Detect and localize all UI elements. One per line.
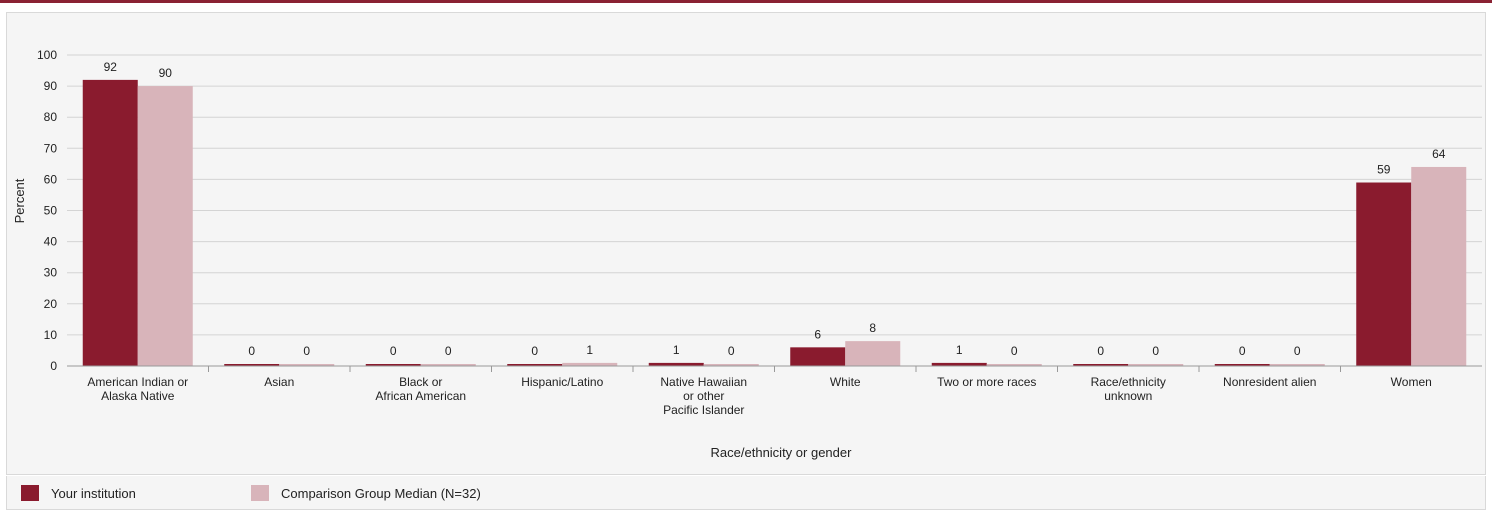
data-label: 0 [248,344,255,358]
data-label: 64 [1432,147,1446,161]
legend-label-your-institution: Your institution [51,485,136,501]
data-label: 1 [956,343,963,357]
data-label: 0 [728,344,735,358]
data-label: 92 [104,60,118,74]
bar [1214,364,1270,366]
x-tick-label: Black or African American [375,375,466,403]
data-label: 0 [1097,344,1104,358]
bar [986,364,1042,366]
data-label: 8 [869,321,876,335]
data-label: 0 [445,344,452,358]
y-tick-label: 40 [44,235,58,249]
bar [1356,182,1412,366]
bars [82,79,1467,366]
legend-swatch-comparison [251,485,269,501]
y-tick-label: 20 [44,297,58,311]
x-tick-label: Asian [264,375,294,389]
y-tick-label: 70 [44,141,58,155]
y-axis-ticks: 0 10 20 30 40 50 60 70 80 90 100 [37,48,57,373]
x-tick-label: Two or more races [937,375,1036,389]
data-label: 90 [159,66,173,80]
y-tick-label: 0 [50,359,57,373]
bar [703,364,759,366]
x-tick-label: Nonresident alien [1223,375,1316,389]
bar [137,86,193,366]
y-tick-label: 80 [44,110,58,124]
y-tick-label: 50 [44,204,58,218]
legend-item-comparison: Comparison Group Median (N=32) [251,485,481,501]
bar [790,347,846,366]
bar [1269,364,1325,366]
bar [648,362,704,366]
gridlines [67,54,1482,336]
bar [507,364,563,366]
legend-item-your-institution: Your institution [21,485,136,501]
bar [224,364,280,366]
bar [82,79,138,366]
y-tick-label: 100 [37,48,57,62]
data-label: 0 [1152,344,1159,358]
bar [562,362,618,366]
bar [365,364,421,366]
data-label: 0 [390,344,397,358]
bar [931,362,987,366]
data-label: 6 [814,327,821,341]
y-tick-label: 90 [44,79,58,93]
top-accent-rule [0,0,1492,3]
legend-swatch-your-institution [21,485,39,501]
data-label: 0 [531,344,538,358]
x-axis-ticks: American Indian or Alaska Native Asian Blac… [87,366,1432,417]
y-tick-label: 30 [44,266,58,280]
data-label: 1 [586,343,593,357]
bar [420,364,476,366]
data-label: 1 [673,343,680,357]
x-axis-label: Race/ethnicity or gender [711,445,853,460]
data-label: 0 [303,344,310,358]
bar [1073,364,1129,366]
bar [1411,166,1467,366]
bar [1128,364,1184,366]
x-tick-label: American Indian or Alaska Native [87,375,188,403]
data-label: 0 [1011,344,1018,358]
chart-panel: 0 10 20 30 40 50 60 70 80 90 100 92 90 0 0 0 0 0 1 1 0 6 8 1 0 0… [6,12,1486,475]
legend-label-comparison: Comparison Group Median (N=32) [281,485,481,501]
x-tick-label: Women [1391,375,1432,389]
y-tick-label: 10 [44,328,58,342]
y-tick-label: 60 [44,172,58,186]
data-label: 0 [1239,344,1246,358]
x-tick-label: White [830,375,861,389]
data-label: 0 [1294,344,1301,358]
x-tick-label: Hispanic/Latino [521,375,603,389]
x-tick-label: Race/ethnicity unknown [1091,375,1166,403]
data-label: 59 [1377,163,1391,177]
x-tick-label: Native Hawaiian or other Pacific Islander [660,375,747,417]
bar [845,341,901,366]
legend: Your institution Comparison Group Median… [6,476,1486,510]
bar [279,364,335,366]
y-axis-label: Percent [12,178,27,223]
